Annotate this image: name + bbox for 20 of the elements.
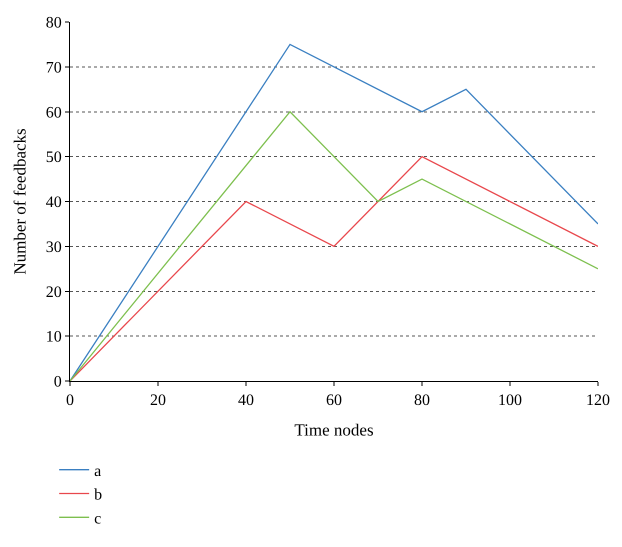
- x-tick-label: 60: [326, 392, 342, 410]
- x-axis-title: Time nodes: [294, 420, 374, 440]
- y-tick-label: 60: [46, 104, 62, 122]
- y-tick-label: 50: [46, 149, 62, 166]
- x-tick-label: 20: [150, 392, 166, 410]
- x-tick-label: 80: [414, 392, 430, 410]
- x-tick-label: 100: [498, 392, 522, 410]
- x-tick-label: 120: [586, 392, 610, 410]
- legend-label: a: [94, 462, 102, 480]
- y-tick-label: 10: [46, 328, 62, 346]
- y-tick-label: 20: [46, 284, 62, 301]
- x-tick-label: 0: [66, 392, 74, 410]
- x-tick-label: 40: [238, 392, 254, 410]
- y-tick-label: 30: [46, 238, 62, 256]
- y-tick-label: 0: [54, 374, 62, 391]
- legend-label: c: [94, 510, 102, 528]
- y-tick-label: 40: [46, 194, 62, 212]
- y-tick-label: 70: [46, 59, 62, 76]
- y-tick-label: 80: [46, 14, 62, 32]
- y-axis-title: Number of feedbacks: [10, 128, 30, 275]
